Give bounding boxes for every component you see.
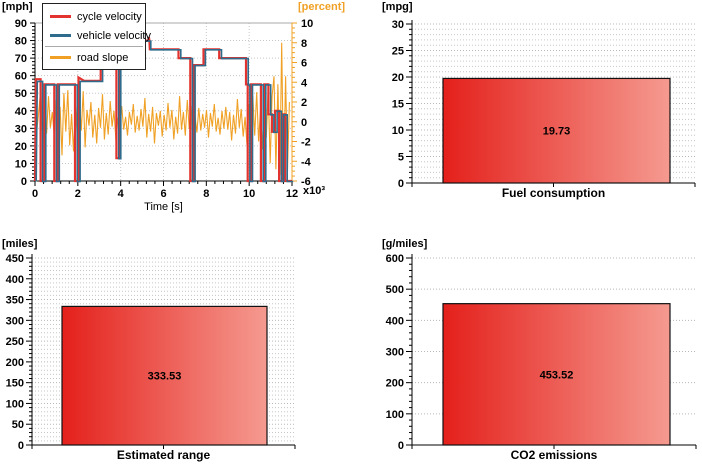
panel-co2-emissions: 0 100 200 300 400 500 600 453.52 [g/miles] CO2 … — [380, 235, 702, 468]
legend-label: road slope — [77, 51, 129, 64]
svg-text:12: 12 — [286, 188, 298, 200]
svg-text:150: 150 — [6, 378, 24, 390]
svg-text:0: 0 — [398, 440, 404, 452]
svg-text:70: 70 — [15, 53, 27, 65]
svg-text:15: 15 — [392, 99, 404, 111]
timeseries-plot[interactable]: 0 10 20 30 40 50 60 70 80 90 0 2 4 6 8 10 12-6 -4 -2 0 2 4 6 8 1… — [0, 0, 366, 232]
chart-title-co2-emissions: CO2 emissions — [510, 448, 598, 462]
svg-text:50: 50 — [12, 419, 24, 431]
co2-emissions-bar-chart[interactable]: 0 100 200 300 400 500 600 453.52 — [380, 235, 702, 468]
svg-text:10: 10 — [243, 188, 255, 200]
y-axis-unit-mpg: [mpg] — [382, 1, 413, 13]
svg-text:10: 10 — [392, 125, 404, 137]
cycle-velocity-line-swatch — [50, 15, 71, 18]
legend-item-road-slope: road slope — [43, 48, 145, 67]
svg-text:100: 100 — [386, 409, 404, 421]
road-slope-line-swatch — [50, 56, 71, 59]
svg-text:8: 8 — [203, 188, 209, 200]
svg-text:-4: -4 — [301, 156, 312, 168]
svg-text:0: 0 — [301, 117, 307, 129]
svg-text:0: 0 — [18, 440, 24, 452]
svg-text:100: 100 — [6, 398, 24, 410]
svg-text:60: 60 — [15, 71, 27, 83]
svg-text:4: 4 — [301, 77, 308, 89]
chart-title-estimated-range: Estimated range — [116, 448, 211, 462]
svg-text:0: 0 — [398, 178, 404, 190]
svg-text:19.73: 19.73 — [543, 126, 571, 138]
svg-text:2: 2 — [301, 97, 307, 109]
svg-text:-2: -2 — [301, 137, 311, 149]
svg-text:5: 5 — [398, 152, 404, 164]
svg-text:6: 6 — [301, 58, 307, 70]
svg-text:10: 10 — [301, 18, 313, 30]
y-axis-unit-g-per-miles: [g/miles] — [382, 238, 428, 250]
svg-text:453.52: 453.52 — [540, 369, 574, 381]
y-axis-unit-miles: [miles] — [2, 238, 38, 250]
svg-text:300: 300 — [386, 347, 404, 359]
svg-text:25: 25 — [392, 46, 404, 58]
svg-text:6: 6 — [160, 188, 166, 200]
svg-text:500: 500 — [386, 284, 404, 296]
svg-text:200: 200 — [6, 357, 24, 369]
panel-estimated-range: 0 50 100 150 200 250 300 350 400 450 333.53 [miles… — [0, 235, 352, 468]
panel-fuel-consumption: 0 5 10 15 20 25 30 19.73 [mpg] Fuel consumption — [380, 0, 702, 232]
svg-text:350: 350 — [6, 295, 24, 307]
panel-velocity-timeseries: 0 10 20 30 40 50 60 70 80 90 0 2 4 6 8 10 12 -6 -4 -2 0 2 4 6 8 1… — [0, 0, 366, 232]
x-axis-exponent: x10³ — [303, 185, 326, 197]
svg-text:400: 400 — [386, 315, 404, 327]
legend-item-cycle-velocity: cycle velocity — [43, 7, 145, 26]
y-axis-unit-percent: [percent] — [298, 1, 346, 13]
svg-text:30: 30 — [15, 123, 27, 135]
legend-separator — [45, 46, 143, 47]
chart-title-fuel-consumption: Fuel consumption — [501, 186, 606, 200]
estimated-range-bar-chart[interactable]: 0 50 100 150 200 250 300 350 400 450 333.53 — [0, 235, 352, 468]
plot-legend: cycle velocity vehicle velocity road slo… — [42, 3, 151, 70]
svg-text:50: 50 — [15, 88, 27, 100]
fuel-consumption-bar-chart[interactable]: 0 5 10 15 20 25 30 19.73 — [380, 0, 702, 232]
svg-text:30: 30 — [392, 19, 404, 31]
x-axis-title: Time [s] — [144, 201, 183, 213]
svg-text:4: 4 — [118, 188, 125, 200]
svg-text:-6: -6 — [301, 176, 311, 188]
svg-text:2: 2 — [75, 188, 81, 200]
svg-text:300: 300 — [6, 315, 24, 327]
svg-text:0: 0 — [21, 176, 27, 188]
legend-label: vehicle velocity — [77, 29, 151, 42]
svg-text:20: 20 — [392, 72, 404, 84]
svg-text:200: 200 — [386, 378, 404, 390]
svg-text:250: 250 — [6, 336, 24, 348]
svg-text:333.53: 333.53 — [148, 371, 182, 383]
svg-text:10: 10 — [15, 158, 27, 170]
svg-text:400: 400 — [6, 274, 24, 286]
vehicle-velocity-line-swatch — [50, 34, 71, 37]
svg-text:8: 8 — [301, 38, 307, 50]
y-axis-unit-mph: [mph] — [2, 1, 33, 13]
svg-text:0: 0 — [32, 188, 38, 200]
svg-text:600: 600 — [386, 253, 404, 265]
svg-text:40: 40 — [15, 106, 27, 118]
svg-text:20: 20 — [15, 141, 27, 153]
svg-text:80: 80 — [15, 36, 27, 48]
svg-text:90: 90 — [15, 18, 27, 30]
legend-label: cycle velocity — [77, 10, 142, 23]
svg-text:450: 450 — [6, 253, 24, 265]
legend-item-vehicle-velocity: vehicle velocity — [43, 26, 151, 45]
